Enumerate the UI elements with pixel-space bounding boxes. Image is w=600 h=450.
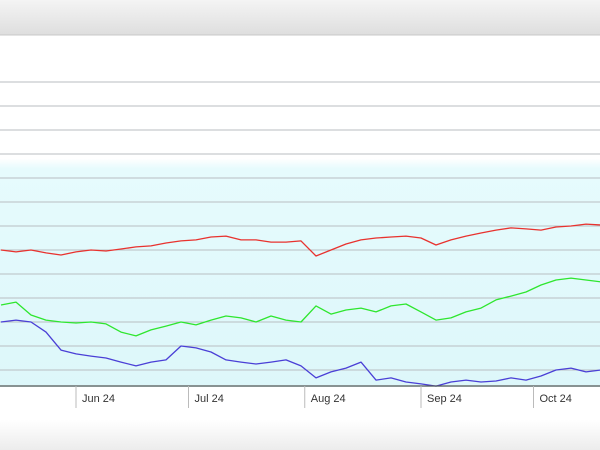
series-line	[0, 319, 600, 387]
x-axis: Jun 24 Jul 24 Aug 24 Sep 24 Oct 24	[0, 385, 600, 408]
lines	[0, 223, 600, 387]
x-tick-label: Jun 24	[82, 393, 115, 405]
x-tick-label: Sep 24	[427, 393, 462, 405]
x-tick-label: Aug 24	[311, 393, 346, 405]
x-tick-label: Oct 24	[540, 393, 572, 405]
footer	[0, 420, 600, 450]
toolbar	[0, 0, 600, 35]
plot-background	[0, 46, 600, 387]
x-tick-label: Jul 24	[195, 393, 224, 405]
series-line	[0, 277, 600, 337]
series-line	[0, 223, 600, 257]
grid	[0, 81, 600, 371]
